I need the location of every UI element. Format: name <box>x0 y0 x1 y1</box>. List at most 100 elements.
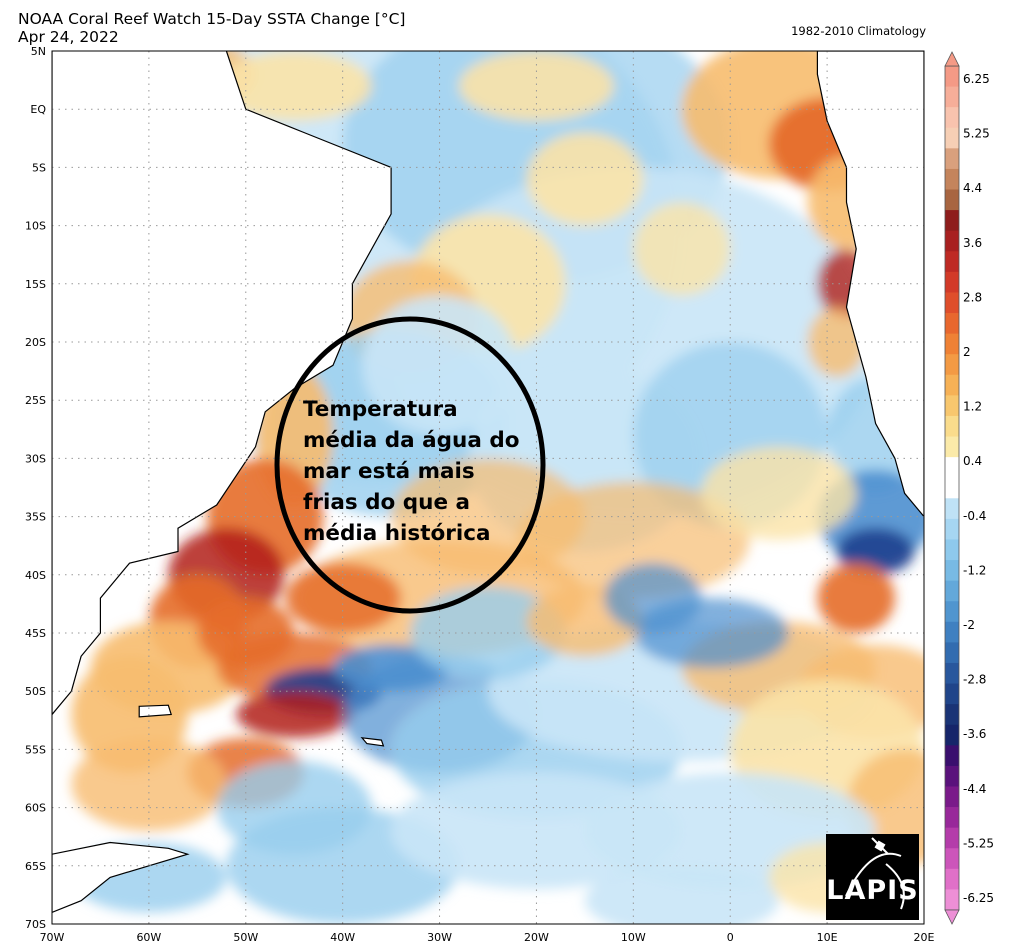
colorbar-swatch <box>945 662 959 684</box>
colorbar-label: -1.2 <box>963 563 986 577</box>
map-title: NOAA Coral Reef Watch 15-Day SSTA Change… <box>18 10 406 28</box>
lat-label: 5S <box>32 161 46 174</box>
lat-label: 50S <box>25 685 46 698</box>
highlight-circle <box>274 316 546 614</box>
lat-label: 45S <box>25 627 46 640</box>
lat-label: 60S <box>25 802 46 815</box>
colorbar-label: -3.6 <box>963 727 986 741</box>
colorbar-swatch <box>945 498 959 520</box>
colorbar-swatch <box>945 827 959 849</box>
colorbar-label: 5.25 <box>963 127 990 141</box>
lon-label: 70W <box>40 931 65 944</box>
lat-label: EQ <box>30 103 46 116</box>
lat-label: 30S <box>25 452 46 465</box>
colorbar-swatch <box>945 210 959 232</box>
satellite-icon <box>845 837 905 910</box>
colorbar-swatch <box>945 683 959 705</box>
colorbar <box>944 51 960 925</box>
colorbar-swatch <box>945 745 959 767</box>
map-date: Apr 24, 2022 <box>18 28 119 46</box>
lat-label: 15S <box>25 278 46 291</box>
lon-label: 10E <box>817 931 838 944</box>
colorbar-swatch <box>945 539 959 561</box>
colorbar-label: -5.25 <box>963 836 994 850</box>
colorbar-swatch <box>945 333 959 355</box>
lat-label: 40S <box>25 569 46 582</box>
colorbar-label: -4.4 <box>963 782 986 796</box>
annotation-line: média histórica <box>303 521 491 546</box>
lat-label: 10S <box>25 220 46 233</box>
colorbar-swatch <box>945 271 959 293</box>
colorbar-swatch <box>945 457 959 479</box>
annotation-line: média da água do <box>303 428 520 453</box>
colorbar-label: 3.6 <box>963 236 982 250</box>
lat-label: 20S <box>25 336 46 349</box>
colorbar-swatch <box>945 354 959 376</box>
lat-label: 35S <box>25 511 46 524</box>
longitude-labels: 70W 60W 50W 40W 30W 20W 10W 0 10E 20E <box>40 931 935 944</box>
lon-label: 40W <box>330 931 355 944</box>
colorbar-swatch <box>945 107 959 129</box>
gridlines <box>52 51 924 924</box>
lon-label: 20E <box>914 931 935 944</box>
colorbar-swatch <box>945 230 959 252</box>
colorbar-swatch <box>945 848 959 870</box>
colorbar-swatch <box>945 251 959 273</box>
colorbar-swatch <box>945 765 959 787</box>
annotation-text: Temperatura média da água do mar está ma… <box>303 394 563 549</box>
colorbar-top-arrow <box>944 51 960 67</box>
lon-label: 60W <box>136 931 161 944</box>
colorbar-swatch <box>945 868 959 890</box>
colorbar-swatch <box>945 724 959 746</box>
colorbar-label: 2 <box>963 345 971 359</box>
lat-label: 70S <box>25 918 46 931</box>
colorbar-label: 1.2 <box>963 400 982 414</box>
lon-label: 10W <box>621 931 646 944</box>
colorbar-swatch <box>945 889 959 911</box>
lat-label: 55S <box>25 743 46 756</box>
colorbar-label: -0.4 <box>963 509 986 523</box>
lon-label: 0 <box>727 931 734 944</box>
annotation-line: frias do que a <box>303 490 471 515</box>
colorbar-label: 0.4 <box>963 454 982 468</box>
latitude-labels: 5N EQ 5S 10S 15S 20S 25S 30S 35S 40S 45S 50S 55S 60S 6… <box>25 45 46 931</box>
colorbar-label: -2 <box>963 618 975 632</box>
lon-label: 20W <box>524 931 549 944</box>
colorbar-swatch <box>945 580 959 602</box>
colorbar-swatch <box>945 642 959 664</box>
colorbar-swatch <box>945 601 959 623</box>
colorbar-swatch <box>945 127 959 149</box>
colorbar-swatch <box>945 86 959 108</box>
logo-text: LAPIS <box>826 875 919 906</box>
colorbar-swatch <box>945 704 959 726</box>
colorbar-swatch <box>945 415 959 437</box>
colorbar-label: 4.4 <box>963 181 982 195</box>
colorbar-swatch <box>945 807 959 829</box>
colorbar-swatch <box>945 66 959 87</box>
lon-label: 50W <box>233 931 258 944</box>
colorbar-swatch <box>945 395 959 417</box>
lat-label: 5N <box>31 45 46 58</box>
colorbar-swatch <box>945 168 959 190</box>
colorbar-swatch <box>945 148 959 170</box>
colorbar-swatch <box>945 560 959 582</box>
colorbar-swatch <box>945 374 959 396</box>
colorbar-swatch <box>945 786 959 808</box>
colorbar-swatch <box>945 518 959 540</box>
annotation-line: Temperatura <box>303 397 458 422</box>
colorbar-label: -2.8 <box>963 673 986 687</box>
colorbar-swatch <box>945 313 959 335</box>
map-frame <box>51 50 925 925</box>
lapis-logo: LAPIS <box>826 834 919 920</box>
colorbar-label: 2.8 <box>963 290 982 304</box>
colorbar-swatch <box>945 436 959 458</box>
colorbar-labels: 6.25 5.25 4.4 3.6 2.8 2 1.2 0.4 -0.4 -1.2 -2 -2.8 -3… <box>963 72 994 905</box>
colorbar-swatch <box>945 477 959 499</box>
lat-label: 65S <box>25 860 46 873</box>
colorbar-label: -6.25 <box>963 891 994 905</box>
colorbar-swatch <box>945 621 959 643</box>
colorbar-swatch <box>945 189 959 211</box>
climatology-label: 1982-2010 Climatology <box>791 24 926 38</box>
colorbar-swatch <box>945 292 959 314</box>
